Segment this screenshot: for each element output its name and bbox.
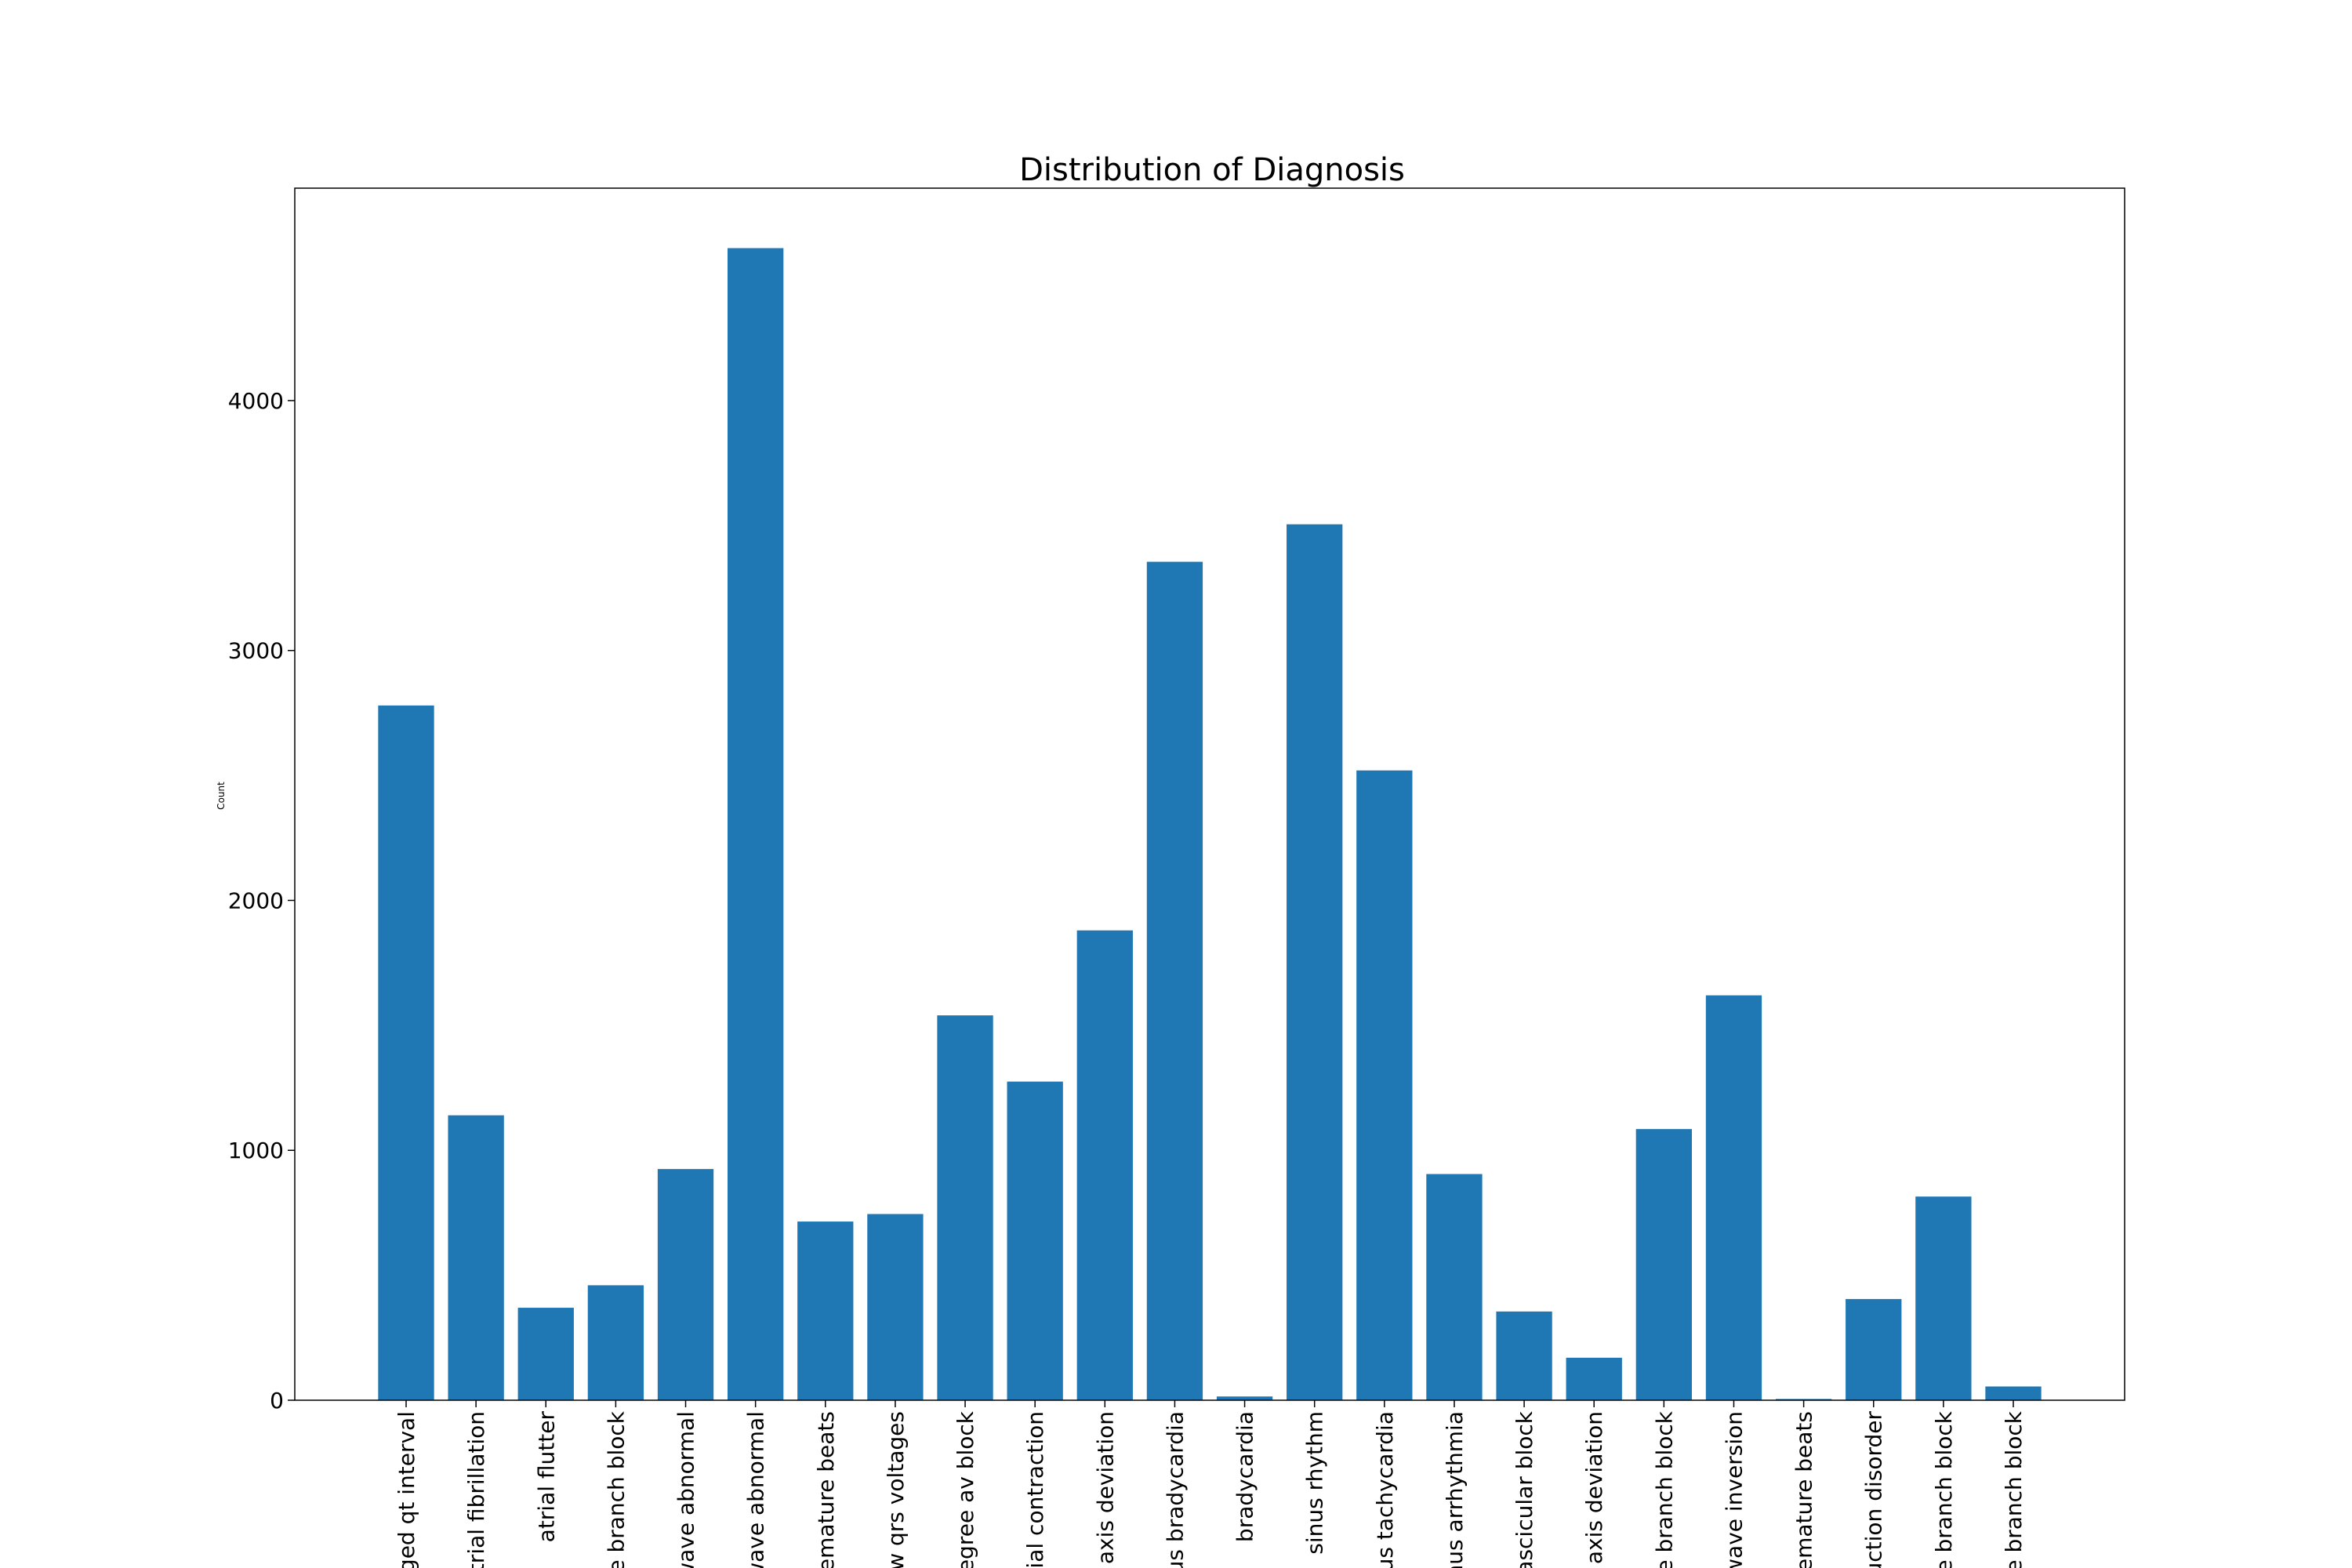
bar (1775, 1399, 1832, 1400)
bar (1076, 930, 1133, 1400)
x-tick-label: remature beats (1791, 1411, 1817, 1568)
x-tick-label: le branch block (603, 1410, 629, 1568)
bar (1705, 995, 1762, 1400)
x-tick-label: t axis deviation (1092, 1411, 1118, 1568)
y-axis-label: Count (216, 782, 227, 810)
bar (728, 248, 784, 1400)
x-tick-label: t axis deviation (1581, 1411, 1607, 1568)
bar (1007, 1081, 1063, 1400)
x-tick-label: atrial fibrillation (463, 1411, 489, 1568)
bar (448, 1115, 504, 1400)
x-tick-label: le branch block (1931, 1410, 1957, 1568)
x-tick-label: remature beats (813, 1411, 839, 1568)
x-tick-label: le branch block (2001, 1410, 2027, 1568)
bar (517, 1308, 574, 1400)
x-tick-label: us bradycardia (1162, 1411, 1188, 1568)
bar (1635, 1129, 1692, 1400)
bar (378, 705, 434, 1400)
x-tick-label: legree av block (953, 1410, 978, 1568)
bar (1426, 1174, 1483, 1400)
bar (867, 1214, 924, 1400)
bar (657, 1169, 714, 1400)
bar (1566, 1357, 1622, 1400)
y-tick-label: 2000 (228, 887, 284, 913)
x-tick-label: wave abnormal (743, 1411, 769, 1568)
x-tick-label: uction disorder (1861, 1411, 1887, 1568)
x-tick-label: fascicular block (1512, 1410, 1537, 1568)
bar (1216, 1396, 1273, 1400)
x-tick-label: nus arrhythmia (1442, 1411, 1468, 1568)
bar (1356, 770, 1413, 1400)
bar (797, 1221, 854, 1400)
y-tick-label: 1000 (228, 1138, 284, 1163)
bar (1146, 561, 1203, 1400)
x-tick-label: le branch block (1651, 1410, 1677, 1568)
x-tick-label: rial contraction (1022, 1411, 1048, 1568)
bar (1287, 524, 1343, 1400)
bar (587, 1285, 644, 1400)
bar (1915, 1196, 1972, 1400)
plot-frame (294, 187, 2125, 1401)
x-tick-label: bradycardia (1232, 1411, 1258, 1542)
y-tick-label: 3000 (228, 638, 284, 664)
bar (1985, 1386, 2042, 1400)
x-tick-label: sinus rhythm (1302, 1411, 1328, 1555)
chart-title: Distribution of Diagnosis (1019, 152, 1405, 188)
x-tick-label: nus tachycardia (1372, 1411, 1398, 1568)
bar (1846, 1298, 1902, 1400)
x-tick-label: wave inversion (1721, 1411, 1747, 1568)
y-tick-label: 0 (270, 1388, 284, 1414)
x-tick-label: wave abnormal (673, 1411, 699, 1568)
bar (1496, 1311, 1552, 1400)
y-tick-label: 4000 (228, 388, 284, 414)
plot-area: 0 1000 2000 3000 4000 ged qt interval atrial f… (228, 187, 2125, 1568)
x-tick-label: ow qrs voltages (883, 1411, 909, 1568)
x-tick-label: atrial flutter (533, 1411, 559, 1543)
x-tick-label: ged qt interval (394, 1411, 419, 1568)
bar (937, 1015, 993, 1400)
